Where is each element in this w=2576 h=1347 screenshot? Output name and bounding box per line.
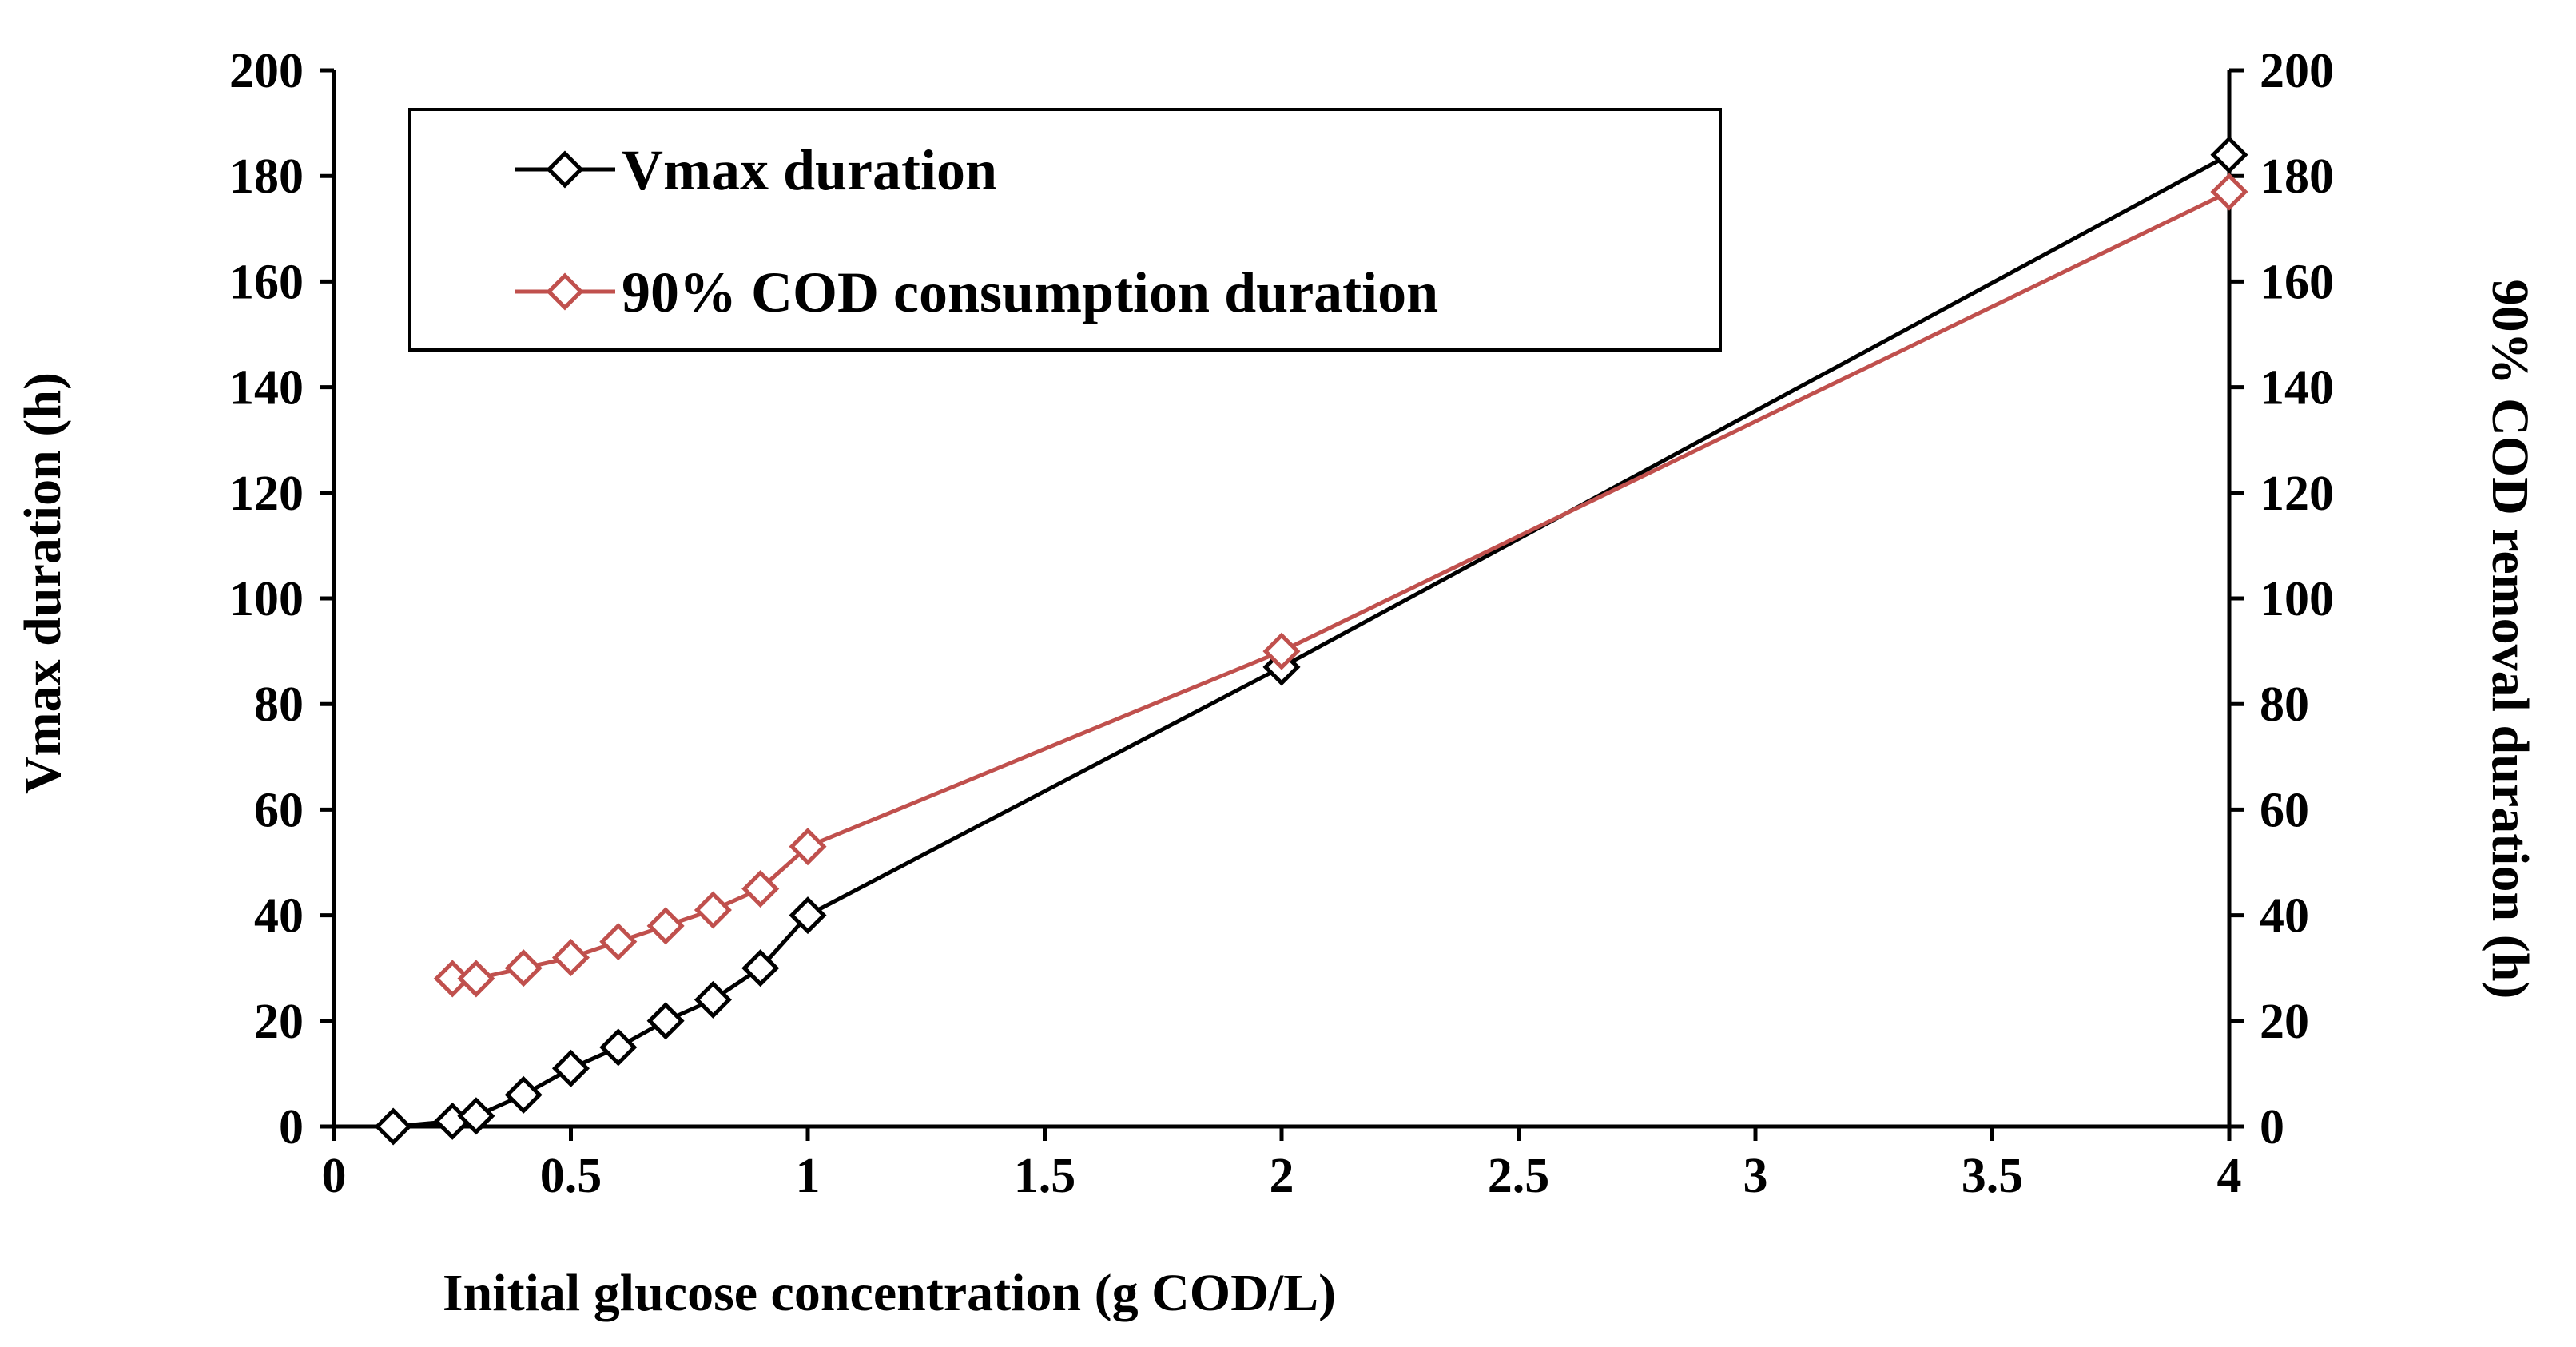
data-point — [646, 1002, 685, 1040]
y2-tick-label: 80 — [2260, 677, 2309, 732]
x-tick-label: 0.5 — [540, 1149, 602, 1203]
y2-tick-label: 140 — [2260, 361, 2334, 415]
y-tick-label: 0 — [279, 1100, 304, 1154]
series-1 — [433, 173, 2248, 998]
legend-box — [408, 108, 1722, 352]
x-tick-label: 3.5 — [1962, 1149, 2024, 1203]
data-point — [741, 949, 780, 987]
data-point — [789, 828, 827, 866]
y2-tick-label: 160 — [2260, 255, 2334, 309]
data-point — [374, 1107, 412, 1146]
y-tick-label: 40 — [254, 889, 304, 944]
axes: 0 0.5 1 1.5 2 2.5 3 3.5 402040608010012014016018… — [229, 44, 2334, 1203]
x-tick-label: 0 — [322, 1149, 347, 1203]
y-axis-title: Vmax duration (h) — [14, 372, 72, 794]
y2-tick-label: 60 — [2260, 783, 2309, 837]
x-tick-label: 4 — [2217, 1149, 2242, 1203]
data-point — [694, 891, 732, 929]
y2-tick-label: 200 — [2260, 44, 2334, 98]
series-0 — [374, 136, 2248, 1146]
legend-label-cod: 90% COD consumption duration — [622, 260, 1438, 324]
y2-axis-title: 90% COD removal duration (h) — [2481, 280, 2539, 999]
y-tick-label: 60 — [254, 783, 304, 837]
y2-tick-label: 100 — [2260, 572, 2334, 626]
y-tick-label: 200 — [229, 44, 304, 98]
y-tick-label: 20 — [254, 995, 304, 1049]
y-tick-label: 120 — [229, 467, 304, 521]
data-point — [646, 907, 685, 945]
x-tick-label: 3 — [1743, 1149, 1768, 1203]
legend-marker-vmax — [546, 150, 584, 189]
data-point — [551, 938, 590, 977]
y2-tick-label: 20 — [2260, 995, 2309, 1049]
data-point — [2210, 136, 2248, 174]
y-tick-label: 160 — [229, 255, 304, 309]
x-tick-label: 1 — [796, 1149, 821, 1203]
y2-tick-label: 180 — [2260, 149, 2334, 204]
data-point — [457, 1097, 495, 1135]
x-axis-title: Initial glucose concentration (g COD/L) — [443, 1264, 1336, 1322]
data-point — [504, 1075, 543, 1114]
legend-label-vmax: Vmax duration — [622, 138, 997, 202]
data-point — [457, 960, 495, 998]
x-tick-label: 2 — [1270, 1149, 1294, 1203]
y-tick-label: 140 — [229, 361, 304, 415]
y-tick-label: 80 — [254, 677, 304, 732]
data-point — [694, 980, 732, 1019]
series-layer — [374, 136, 2248, 1146]
y-tick-label: 180 — [229, 149, 304, 204]
x-tick-label: 1.5 — [1014, 1149, 1076, 1203]
data-point — [551, 1049, 590, 1087]
data-point — [1262, 632, 1301, 670]
y-tick-label: 100 — [229, 572, 304, 626]
legend-marker-cod — [546, 272, 584, 311]
data-point — [789, 896, 827, 935]
y2-tick-label: 40 — [2260, 889, 2309, 944]
data-point — [599, 1028, 638, 1067]
data-point — [2210, 173, 2248, 211]
legend: Vmax duration 90% COD consumption durati… — [408, 108, 1722, 352]
data-point — [504, 949, 543, 987]
data-point — [599, 923, 638, 961]
x-tick-label: 2.5 — [1488, 1149, 1550, 1203]
y2-tick-label: 120 — [2260, 467, 2334, 521]
data-point — [741, 870, 780, 908]
y2-tick-label: 0 — [2260, 1100, 2284, 1154]
